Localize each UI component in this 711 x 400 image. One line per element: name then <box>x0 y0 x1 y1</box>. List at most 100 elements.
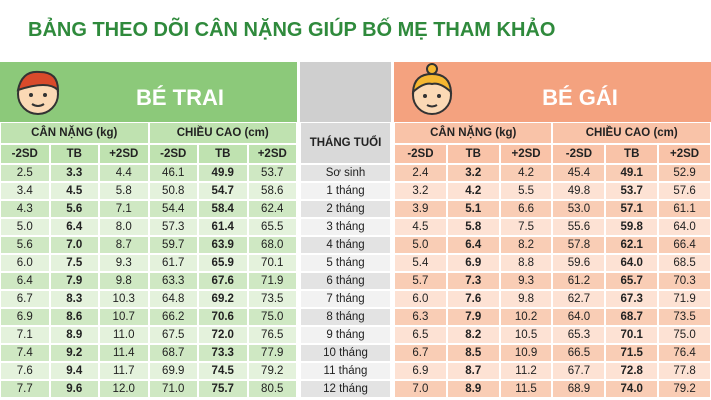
value-cell: 50.8 <box>148 182 198 200</box>
value-cell: 67.3 <box>605 290 659 308</box>
value-cell: 70.1 <box>247 254 297 272</box>
value-cell: 75.7 <box>198 380 248 398</box>
height-header: CHIỀU CAO (cm) <box>552 122 711 144</box>
value-cell: 11.4 <box>99 344 149 362</box>
sd-label: +2SD <box>99 144 149 164</box>
value-cell: 7.9 <box>446 308 500 326</box>
value-cell: 6.6 <box>499 200 553 218</box>
value-cell: 2.5 <box>0 164 50 182</box>
value-cell: 11.2 <box>499 362 553 380</box>
value-cell: 3.2 <box>394 182 447 200</box>
value-cell: 7.1 <box>99 200 149 218</box>
month-cell: 6 tháng <box>300 272 391 290</box>
value-cell: 5.7 <box>394 272 447 290</box>
sd-label: -2SD <box>394 144 447 164</box>
value-cell: 79.2 <box>247 362 297 380</box>
value-cell: 59.6 <box>552 254 606 272</box>
value-cell: 74.5 <box>198 362 248 380</box>
month-cell: 2 tháng <box>300 200 391 218</box>
value-cell: 55.6 <box>552 218 606 236</box>
value-cell: 5.5 <box>499 182 553 200</box>
value-cell: 67.5 <box>148 326 198 344</box>
month-cell: 11 tháng <box>300 362 391 380</box>
value-cell: 9.8 <box>499 290 553 308</box>
value-cell: 45.4 <box>552 164 606 182</box>
value-cell: 49.1 <box>605 164 659 182</box>
month-cell: 1 tháng <box>300 182 391 200</box>
value-cell: 7.5 <box>499 218 553 236</box>
value-cell: 8.9 <box>49 326 99 344</box>
value-cell: 73.5 <box>658 308 711 326</box>
month-header-bg <box>300 62 391 122</box>
weight-header: CÂN NẶNG (kg) <box>394 122 553 144</box>
value-cell: 10.9 <box>499 344 553 362</box>
month-cell: 5 tháng <box>300 254 391 272</box>
value-cell: 11.0 <box>99 326 149 344</box>
value-cell: 79.2 <box>658 380 711 398</box>
value-cell: 8.5 <box>446 344 500 362</box>
value-cell: 74.0 <box>605 380 659 398</box>
value-cell: 46.1 <box>148 164 198 182</box>
value-cell: 77.9 <box>247 344 297 362</box>
value-cell: 72.8 <box>605 362 659 380</box>
boy-icon <box>16 70 60 115</box>
value-cell: 10.7 <box>99 308 149 326</box>
value-cell: 71.0 <box>148 380 198 398</box>
value-cell: 8.7 <box>99 236 149 254</box>
value-cell: 76.4 <box>658 344 711 362</box>
value-cell: 2.4 <box>394 164 447 182</box>
value-cell: 5.0 <box>394 236 447 254</box>
value-cell: 62.7 <box>552 290 606 308</box>
value-cell: 53.0 <box>552 200 606 218</box>
value-cell: 9.8 <box>99 272 149 290</box>
value-cell: 5.1 <box>446 200 500 218</box>
value-cell: 7.9 <box>49 272 99 290</box>
sd-label: -2SD <box>0 144 50 164</box>
sd-label: +2SD <box>499 144 553 164</box>
month-header: THÁNG TUỔI <box>300 122 391 164</box>
value-cell: 8.7 <box>446 362 500 380</box>
value-cell: 61.7 <box>148 254 198 272</box>
value-cell: 8.6 <box>49 308 99 326</box>
month-cell: 8 tháng <box>300 308 391 326</box>
value-cell: 64.0 <box>605 254 659 272</box>
value-cell: 4.5 <box>394 218 447 236</box>
value-cell: 6.9 <box>446 254 500 272</box>
month-cell: 4 tháng <box>300 236 391 254</box>
value-cell: 49.8 <box>552 182 606 200</box>
value-cell: 7.0 <box>49 236 99 254</box>
height-header: CHIỀU CAO (cm) <box>148 122 297 144</box>
value-cell: 71.5 <box>605 344 659 362</box>
value-cell: 70.6 <box>198 308 248 326</box>
value-cell: 5.4 <box>394 254 447 272</box>
value-cell: 59.8 <box>605 218 659 236</box>
value-cell: 76.5 <box>247 326 297 344</box>
sd-label: TB <box>605 144 659 164</box>
value-cell: 54.7 <box>198 182 248 200</box>
value-cell: 3.4 <box>0 182 50 200</box>
value-cell: 9.4 <box>49 362 99 380</box>
month-cell: 7 tháng <box>300 290 391 308</box>
value-cell: 6.9 <box>394 362 447 380</box>
value-cell: 4.3 <box>0 200 50 218</box>
sd-label: TB <box>49 144 99 164</box>
value-cell: 9.6 <box>49 380 99 398</box>
value-cell: 80.5 <box>247 380 297 398</box>
value-cell: 9.2 <box>49 344 99 362</box>
value-cell: 8.2 <box>446 326 500 344</box>
value-cell: 75.0 <box>658 326 711 344</box>
value-cell: 7.0 <box>394 380 447 398</box>
value-cell: 10.3 <box>99 290 149 308</box>
value-cell: 7.6 <box>0 362 50 380</box>
value-cell: 10.2 <box>499 308 553 326</box>
value-cell: 68.5 <box>658 254 711 272</box>
sd-label: TB <box>198 144 248 164</box>
value-cell: 62.4 <box>247 200 297 218</box>
girl-icon <box>411 63 453 115</box>
value-cell: 8.2 <box>499 236 553 254</box>
value-cell: 3.2 <box>446 164 500 182</box>
value-cell: 4.5 <box>49 182 99 200</box>
value-cell: 6.4 <box>446 236 500 254</box>
value-cell: 9.3 <box>99 254 149 272</box>
